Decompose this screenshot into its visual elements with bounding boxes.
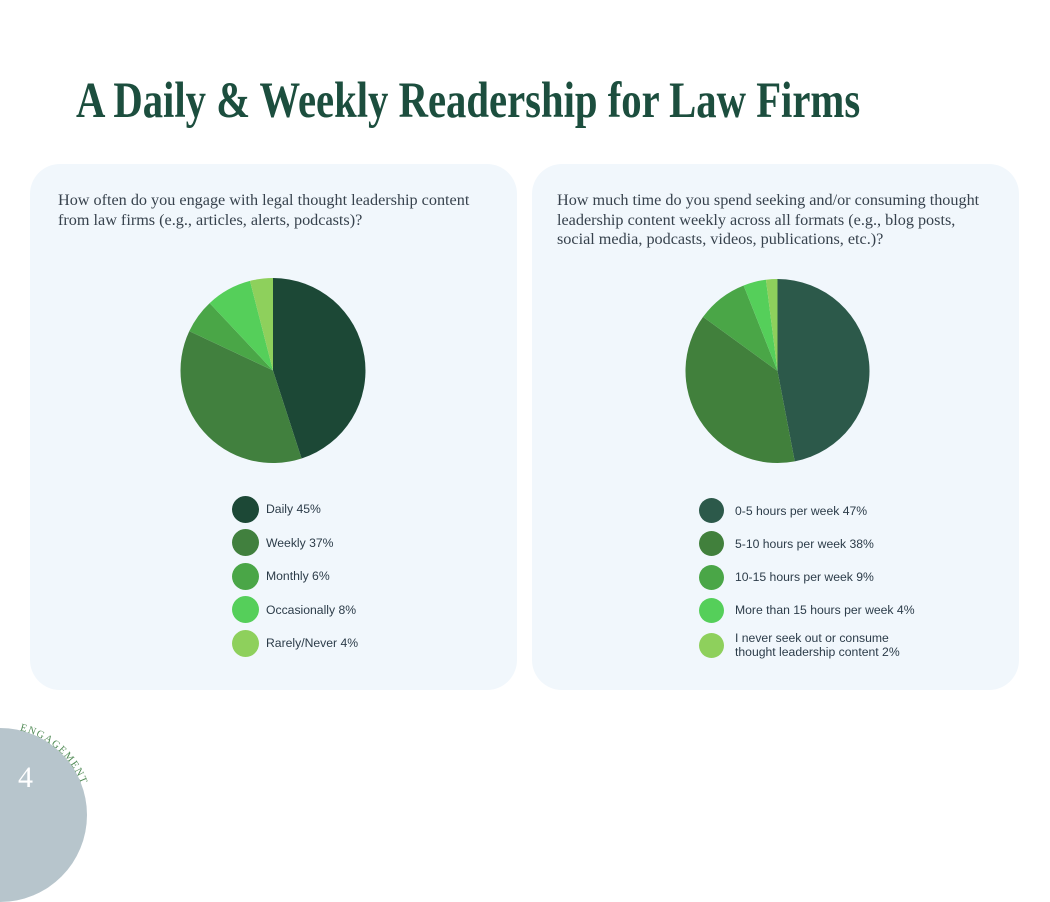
svg-text:ENGAGEMENT: ENGAGEMENT [19, 722, 89, 786]
